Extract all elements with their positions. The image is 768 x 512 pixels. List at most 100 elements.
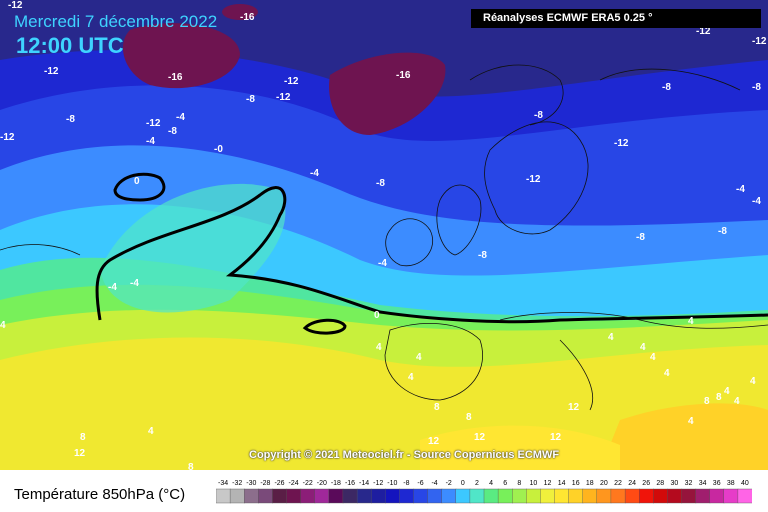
legend-tick-label: 40: [741, 480, 749, 487]
legend-swatch: [582, 488, 598, 504]
map-label: -12: [614, 138, 629, 149]
copyright-label: Copyright © 2021 Meteociel.fr - Source C…: [249, 449, 560, 461]
legend-tick-label: 2: [475, 480, 479, 487]
map-label: 12: [474, 432, 486, 443]
legend-swatch: [258, 488, 273, 504]
legend-tick-label: 18: [586, 480, 594, 487]
warm-pocket-south: [420, 425, 620, 470]
source-label: Réanalyses ECMWF ERA5 0.25 °: [471, 9, 761, 28]
map-label: -8: [376, 178, 385, 189]
legend-swatch: [624, 488, 640, 504]
map-label: 8: [188, 462, 194, 470]
isotherm-labels: -12 -16 -12 -16 -12 -8 -8 -12 -12 -8 -16…: [0, 0, 767, 470]
legend-swatch: [427, 488, 443, 504]
legend-swatch: [342, 488, 358, 504]
map-label: 4: [724, 386, 730, 397]
legend-tick-label: -16: [345, 480, 355, 487]
map-label: -8: [534, 110, 543, 121]
map-label: 4: [688, 316, 694, 327]
legend-tick-label: 34: [699, 480, 707, 487]
legend-tick-label: -12: [373, 480, 383, 487]
legend-swatch: [399, 488, 415, 504]
legend-swatch: [723, 488, 739, 504]
color-legend: -34 -32 -30 -28 -26 -24 -22 -20 -18 -16 -14 -12 -10-…: [216, 480, 752, 504]
map-label: -12: [276, 92, 291, 103]
isotherm-zero-loop-north: [113, 172, 166, 202]
legend-swatch: [328, 488, 344, 504]
map-label: 4: [664, 368, 670, 379]
legend-tick-label: 32: [685, 480, 693, 487]
legend-swatch: [709, 488, 725, 504]
legend-swatch: [244, 488, 259, 504]
legend-swatch: [441, 488, 457, 504]
legend-swatch: [300, 488, 316, 504]
legend-tick-label: -8: [403, 480, 409, 487]
legend-swatch: [639, 488, 654, 504]
mild-atlantic-pocket: [100, 183, 286, 313]
legend-tick-label: 38: [727, 480, 735, 487]
map-label: -12: [526, 174, 541, 185]
map-label: -8: [168, 126, 177, 137]
isotherm-zero-loop-south: [302, 318, 347, 335]
legend-tick-label: 30: [671, 480, 679, 487]
map-label: -12: [44, 66, 59, 77]
legend-tick-label: 16: [572, 480, 580, 487]
legend-tick-label: 10: [530, 480, 538, 487]
map-label: 4: [0, 320, 6, 331]
warm-pocket-southeast: [600, 403, 768, 470]
map-label: 0: [134, 176, 140, 187]
map-label: -4: [130, 278, 139, 289]
map-label: -8: [636, 232, 645, 243]
legend-swatch: [497, 488, 513, 504]
legend-swatch: [695, 488, 711, 504]
legend-swatch: [370, 488, 386, 504]
cold-pocket-north: [222, 4, 258, 20]
map-label: -4: [176, 112, 185, 123]
map-label: 12: [550, 432, 562, 443]
map-label: 12: [568, 402, 580, 413]
map-label: -4: [146, 136, 155, 147]
coastlines: [0, 64, 768, 411]
legend-swatch: [272, 488, 288, 504]
legend-tick-label: 36: [713, 480, 721, 487]
map-label: -4: [108, 282, 117, 293]
legend-tick-label: -26: [274, 480, 284, 487]
map-label: 8: [80, 432, 86, 443]
legend-tick-label: 26: [642, 480, 650, 487]
legend-swatch: [540, 488, 556, 504]
map-label: 4: [640, 342, 646, 353]
legend-swatch: [483, 488, 499, 504]
legend-swatch: [737, 488, 752, 504]
legend-tick-label: 4: [489, 480, 493, 487]
legend-tick-label: 28: [656, 480, 664, 487]
map-label: -8: [718, 226, 727, 237]
map-label: 4: [650, 352, 656, 363]
legend-swatch: [568, 488, 584, 504]
legend-swatch: [356, 488, 372, 504]
map-label: -12: [696, 26, 711, 37]
legend-tick-label: -10: [387, 480, 397, 487]
map-label: 8: [716, 392, 722, 403]
legend-tick-label: 14: [558, 480, 566, 487]
legend-swatch: [469, 488, 485, 504]
map-label: -12: [8, 0, 23, 11]
map-label: -16: [240, 12, 255, 23]
map-label: -8: [662, 82, 671, 93]
legend-swatch: [385, 488, 401, 504]
legend-swatch: [653, 488, 668, 504]
map-label: -16: [396, 70, 411, 81]
legend-tick-label: 12: [544, 480, 552, 487]
legend-swatch: [681, 488, 697, 504]
map-label: -4: [378, 258, 387, 269]
map-label: 4: [148, 426, 154, 437]
legend-tick-label: 0: [461, 480, 465, 487]
map-label: -12: [0, 132, 15, 143]
map-label: -8: [246, 94, 255, 105]
map-label: -4: [310, 168, 319, 179]
map-label: 0: [374, 310, 380, 321]
map-label: -8: [66, 114, 75, 125]
legend-tick-label: 24: [628, 480, 636, 487]
legend-swatch: [455, 488, 471, 504]
legend-tick-label: -22: [303, 480, 313, 487]
legend-swatch: [413, 488, 429, 504]
